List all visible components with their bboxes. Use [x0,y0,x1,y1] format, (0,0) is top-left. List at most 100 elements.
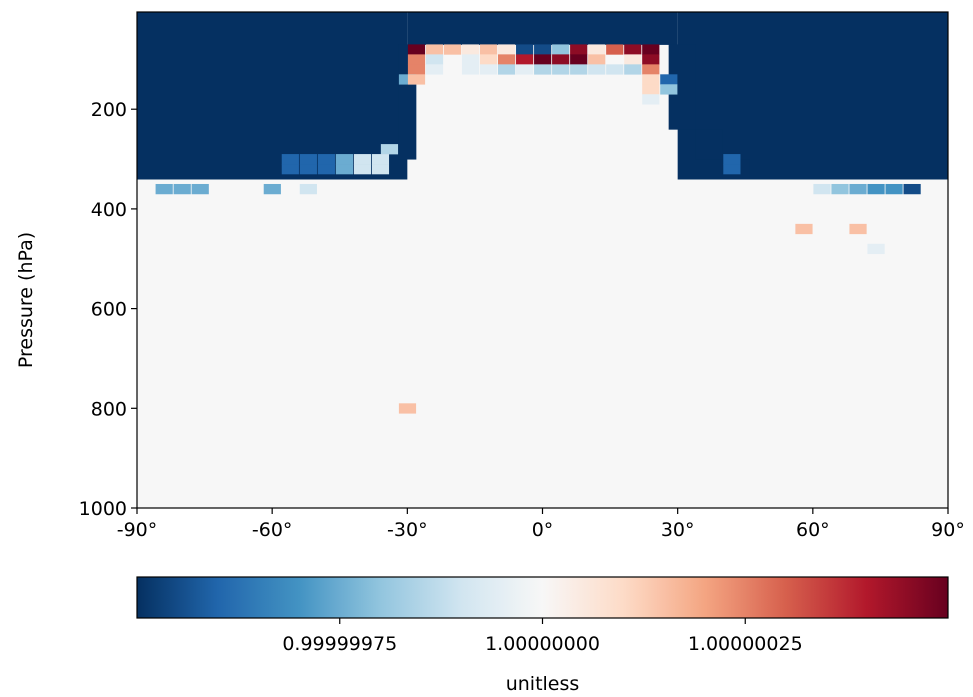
heatmap-cell [407,64,426,75]
heatmap-cell [723,154,741,165]
x-tick-label: -90° [117,519,158,541]
colorbar-gradient [136,576,949,619]
colorbar-tick-label: 1.00000000 [485,633,600,655]
colorbar-tick-label: 0.99999975 [282,633,397,655]
heatmap-cell [371,164,390,175]
heatmap-cell [299,154,317,165]
x-tick-label: 90° [931,519,965,541]
heatmap-cells [137,12,948,414]
heatmap-cell [534,44,552,55]
y-tick-label: 1000 [79,498,127,520]
x-tick-label: -30° [387,519,428,541]
heatmap-cell [606,64,624,75]
heatmap-cell [407,44,426,55]
heatmap-cell [552,54,570,65]
heatmap-cell [903,183,921,195]
heatmap-cell [642,84,660,95]
heatmap-cell [479,54,498,65]
heatmap-cell [606,44,624,55]
heatmap-cell [516,64,534,75]
heatmap-block [137,12,408,180]
x-axis: -90° -60° -30° 0° 30° 60° 90° [117,508,965,541]
x-tick-label: 0° [532,519,554,541]
heatmap-cell [795,223,813,235]
colorbar-tick-label: 1.00000025 [688,633,803,655]
y-tick-label: 600 [91,299,127,321]
heatmap-cell [443,44,462,55]
heatmap-cell [281,154,299,165]
heatmap-cell [849,183,867,195]
heatmap-block [695,129,723,160]
heatmap-cell [479,44,498,55]
heatmap-cell [624,64,642,75]
heatmap-cell [570,54,588,65]
heatmap-cell [570,44,588,55]
heatmap-cell [534,54,552,65]
heatmap-cell [660,74,678,85]
y-tick-label: 200 [91,99,127,121]
heatmap-cell [335,154,354,165]
x-tick-label: -60° [252,519,293,541]
heatmap-cell [642,44,660,55]
heatmap-cell [461,64,480,75]
y-tick-label: 400 [91,199,127,221]
heatmap-cell [552,44,570,55]
heatmap-cell [498,54,516,65]
colorbar-label: unitless [506,673,580,695]
heatmap-cell [407,54,426,65]
heatmap-cell [407,74,426,85]
heatmap-cell [534,64,552,75]
heatmap-cell [831,183,849,195]
heatmap-cell [317,164,335,175]
heatmap-cell [317,154,335,165]
heatmap-cell [498,64,516,75]
heatmap-cell [335,164,354,175]
heatmap-cell [353,154,372,165]
heatmap-cell [425,44,444,55]
heatmap-cell [642,64,660,75]
heatmap-cell [398,403,417,414]
heatmap-cell [660,84,678,95]
heatmap-cell [425,54,444,65]
heatmap-cell [371,154,390,165]
y-axis-label: Pressure (hPa) [15,232,37,368]
heatmap-cell [281,164,299,175]
heatmap-cell [461,54,480,65]
heatmap-cell [588,44,606,55]
heatmap-block [407,12,678,45]
heatmap-cell [867,243,885,255]
heatmap-cell [867,183,885,195]
heatmap-cell [588,64,606,75]
heatmap-cell [813,183,831,195]
heatmap-cell [642,54,660,65]
heatmap-cell [885,183,903,195]
x-tick-label: 60° [796,519,830,541]
heatmap-cell [479,64,498,75]
heatmap-cell [498,44,516,55]
heatmap-cell [642,94,660,105]
heatmap-cell [552,64,570,75]
heatmap-cell [624,44,642,55]
heatmap-cell [849,223,867,235]
y-tick-label: 800 [91,398,127,420]
heatmap-cell [642,74,660,85]
heatmap-cell [570,64,588,75]
heatmap-cell [299,183,317,195]
heatmap-cell [191,183,209,195]
heatmap-cell [173,183,191,195]
heatmap-cell [398,74,417,85]
y-axis: 200 400 600 800 1000 [79,99,137,520]
x-tick-label: 30° [661,519,695,541]
heatmap-cell [516,44,534,55]
heatmap-cell [353,164,372,175]
heatmap-cell [299,164,317,175]
heatmap-cell [588,54,606,65]
heatmap-cell [155,183,173,195]
heatmap-cell [461,44,480,55]
heatmap-cell [624,54,642,65]
heatmap-cell [425,64,444,75]
heatmap-cell [516,54,534,65]
heatmap-cell [263,183,281,195]
colorbar-ticks: 0.99999975 1.00000000 1.00000025 [282,618,803,655]
